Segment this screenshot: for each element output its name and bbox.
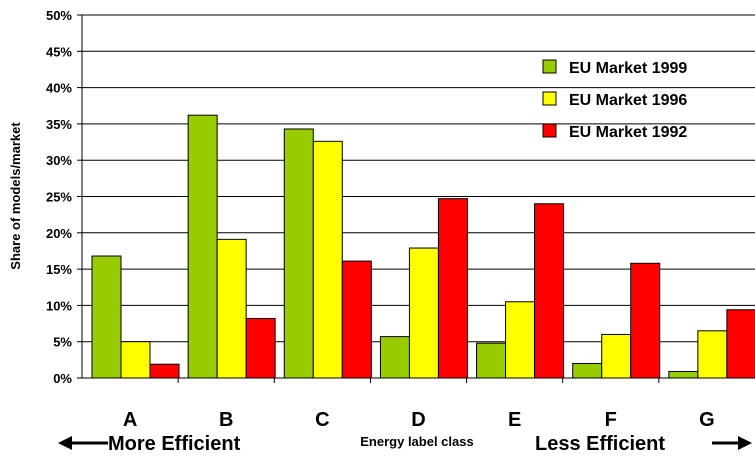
y-tick-label: 5% bbox=[53, 335, 72, 350]
legend-swatch bbox=[542, 91, 557, 106]
bar-f-series-1 bbox=[572, 362, 603, 379]
left-arrow-icon bbox=[58, 436, 108, 450]
y-tick-label: 50% bbox=[46, 8, 72, 23]
legend-label: EU Market 1996 bbox=[569, 92, 687, 109]
y-tick-label: 20% bbox=[46, 226, 72, 241]
right-arrow-icon bbox=[712, 436, 752, 450]
y-tick-label: 25% bbox=[46, 190, 72, 205]
legend-label: EU Market 1999 bbox=[569, 60, 687, 77]
x-category-label: G bbox=[699, 409, 715, 431]
bar-e-series-1 bbox=[476, 342, 507, 379]
x-category-label: E bbox=[508, 409, 521, 431]
y-tick-labels: 0% 5% 10% 15% 20% 25% 30% 35% 40% 45% 50% bbox=[46, 8, 72, 386]
x-category-label: C bbox=[315, 409, 329, 431]
y-tick-label: 30% bbox=[46, 153, 72, 168]
x-category-label: F bbox=[605, 409, 617, 431]
bar-f-series-3 bbox=[630, 262, 661, 379]
bar-g-series-2 bbox=[697, 330, 728, 379]
x-axis-title: Energy label class bbox=[360, 434, 473, 449]
less-efficient-label: Less Efficient bbox=[535, 433, 665, 455]
bar-d-series-2 bbox=[408, 247, 439, 379]
bar-e-series-2 bbox=[505, 301, 536, 379]
y-tick-label: 10% bbox=[46, 298, 72, 313]
bar-d-series-3 bbox=[437, 198, 468, 379]
x-category-label: B bbox=[219, 409, 233, 431]
bar-c-series-1 bbox=[283, 128, 314, 379]
bar-g-series-3 bbox=[726, 309, 755, 379]
bar-d-series-1 bbox=[379, 336, 410, 379]
less-efficient-annotation: Less Efficient bbox=[535, 433, 752, 455]
bars bbox=[91, 114, 755, 379]
bar-f-series-2 bbox=[601, 333, 632, 379]
y-tick-label: 40% bbox=[46, 81, 72, 96]
bar-c-series-3 bbox=[341, 260, 372, 379]
legend-swatch bbox=[542, 59, 557, 74]
bar-a-series-1 bbox=[91, 255, 122, 379]
axes bbox=[77, 14, 755, 383]
bar-b-series-3 bbox=[245, 317, 276, 379]
x-category-label: A bbox=[123, 409, 137, 431]
bar-c-series-2 bbox=[312, 140, 343, 379]
x-category-labels: A B C D E F G bbox=[123, 409, 715, 431]
y-tick-label: 15% bbox=[46, 262, 72, 277]
y-tick-label: 35% bbox=[46, 117, 72, 132]
legend-label: EU Market 1992 bbox=[569, 124, 687, 141]
bar-e-series-3 bbox=[534, 203, 565, 379]
more-efficient-annotation: More Efficient bbox=[58, 433, 241, 455]
bar-g-series-1 bbox=[668, 370, 699, 379]
bar-a-series-2 bbox=[120, 341, 151, 379]
legend-swatch bbox=[542, 123, 557, 138]
bar-b-series-1 bbox=[187, 114, 218, 379]
legend: EU Market 1999 EU Market 1996 EU Market 19… bbox=[542, 59, 687, 141]
y-tick-label: 0% bbox=[53, 371, 72, 386]
more-efficient-label: More Efficient bbox=[108, 433, 241, 455]
y-tick-label: 45% bbox=[46, 44, 72, 59]
y-axis-title: Share of models/market bbox=[8, 122, 23, 270]
bar-a-series-3 bbox=[149, 363, 180, 379]
bar-b-series-2 bbox=[216, 238, 247, 379]
x-category-label: D bbox=[411, 409, 425, 431]
